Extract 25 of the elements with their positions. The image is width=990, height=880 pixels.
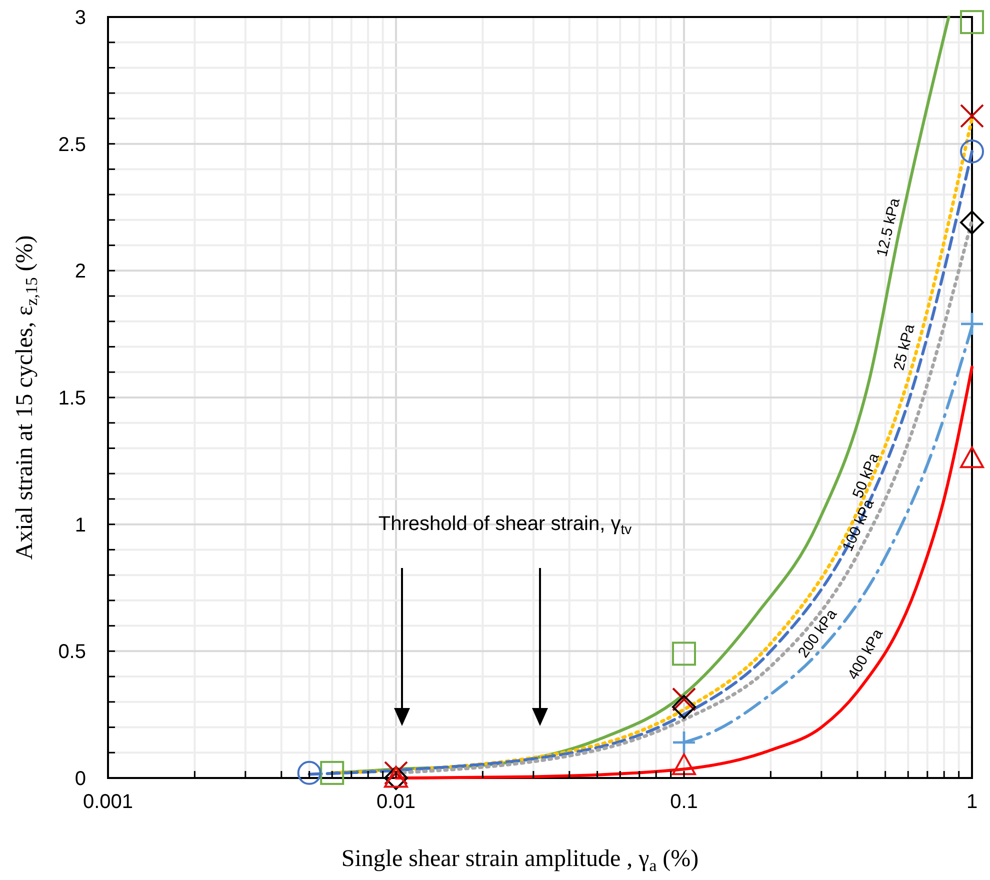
point bbox=[672, 687, 696, 712]
x-tick-label: 1 bbox=[966, 791, 978, 813]
point bbox=[960, 10, 984, 34]
y-tick-label: 1 bbox=[74, 514, 86, 536]
y-tick-label: 3 bbox=[74, 7, 86, 29]
text: 400 kPa bbox=[844, 626, 887, 683]
point bbox=[960, 446, 984, 468]
x-tick-label: 0.001 bbox=[82, 791, 134, 813]
y-tick-label: 2 bbox=[74, 260, 86, 283]
point bbox=[672, 642, 696, 666]
point bbox=[960, 210, 984, 234]
y-tick-label: 0 bbox=[74, 768, 86, 790]
text: 200 kPa bbox=[794, 606, 841, 661]
x-tick-label: 0.01 bbox=[376, 791, 416, 813]
text: 50 kPa bbox=[849, 450, 884, 501]
text: 12.5 kPa bbox=[874, 196, 904, 258]
x-axis-title: Single shear strain amplitude , γ$_{a}$ (%) bbox=[341, 846, 699, 876]
y-tick-label: 0.5 bbox=[58, 641, 86, 664]
text: 25 kPa bbox=[890, 322, 918, 372]
y-tick-label: 1.5 bbox=[58, 388, 86, 410]
point bbox=[672, 694, 696, 719]
annotation: Threshold of shear strain, γ$_{tv}$ bbox=[378, 513, 632, 538]
y-tick-label: 2.5 bbox=[58, 134, 86, 156]
point bbox=[672, 753, 696, 776]
x-tick-label: 0.1 bbox=[670, 791, 698, 813]
